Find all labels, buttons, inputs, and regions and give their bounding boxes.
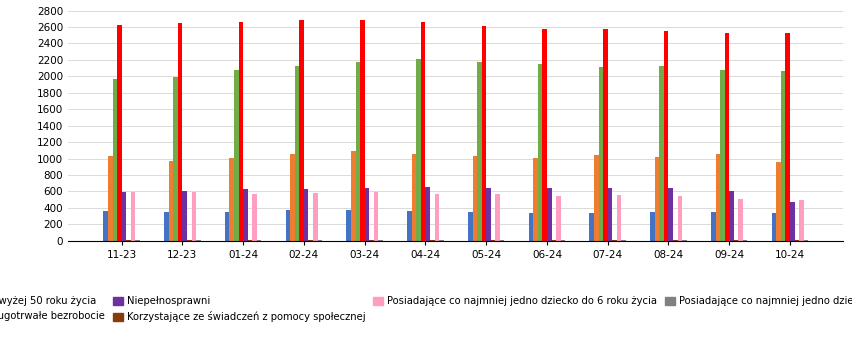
Bar: [495, 194, 500, 241]
Bar: [351, 151, 355, 241]
Bar: [365, 188, 369, 241]
Bar: [533, 158, 538, 241]
Bar: [285, 210, 291, 241]
Bar: [225, 212, 229, 241]
Bar: [256, 240, 262, 241]
Bar: [417, 59, 421, 241]
Bar: [196, 240, 200, 241]
Bar: [468, 212, 473, 241]
Bar: [790, 202, 795, 241]
Bar: [677, 196, 682, 241]
Bar: [481, 26, 486, 241]
Bar: [122, 192, 126, 241]
Bar: [425, 187, 430, 241]
Bar: [369, 240, 374, 241]
Bar: [229, 158, 234, 241]
Bar: [786, 33, 790, 241]
Bar: [192, 193, 196, 241]
Bar: [739, 199, 743, 241]
Bar: [477, 62, 481, 241]
Bar: [725, 33, 729, 241]
Bar: [473, 156, 477, 241]
Bar: [239, 22, 243, 241]
Bar: [435, 194, 439, 241]
Bar: [711, 212, 716, 241]
Bar: [669, 188, 673, 241]
Bar: [313, 193, 318, 241]
Bar: [374, 192, 378, 241]
Bar: [355, 62, 360, 241]
Bar: [164, 212, 169, 241]
Bar: [243, 189, 248, 241]
Bar: [347, 210, 351, 241]
Bar: [716, 154, 720, 241]
Bar: [543, 29, 547, 241]
Bar: [547, 188, 551, 241]
Bar: [291, 154, 295, 241]
Bar: [599, 67, 603, 241]
Bar: [299, 21, 304, 241]
Bar: [594, 154, 599, 241]
Bar: [421, 22, 425, 241]
Legend: Do 25 roku życia, Do 30 roku życia, Powyżej 50 roku życia, Długotrwałe bezroboci: Do 25 roku życia, Do 30 roku życia, Powy…: [0, 296, 852, 322]
Bar: [439, 240, 444, 241]
Bar: [659, 66, 664, 241]
Bar: [112, 79, 117, 241]
Bar: [318, 240, 322, 241]
Bar: [617, 195, 621, 241]
Bar: [173, 78, 178, 241]
Bar: [772, 213, 776, 241]
Bar: [613, 240, 617, 241]
Bar: [776, 161, 781, 241]
Bar: [500, 240, 504, 241]
Bar: [412, 154, 417, 241]
Bar: [603, 29, 607, 241]
Bar: [655, 156, 659, 241]
Bar: [729, 191, 734, 241]
Bar: [590, 213, 594, 241]
Bar: [781, 71, 786, 241]
Bar: [803, 240, 809, 241]
Bar: [169, 161, 173, 241]
Bar: [308, 240, 313, 241]
Bar: [529, 213, 533, 241]
Bar: [295, 66, 299, 241]
Bar: [103, 211, 108, 241]
Bar: [252, 194, 256, 241]
Bar: [664, 31, 669, 241]
Bar: [720, 70, 725, 241]
Bar: [556, 196, 561, 241]
Bar: [360, 20, 365, 241]
Bar: [182, 191, 187, 241]
Bar: [178, 23, 182, 241]
Bar: [130, 192, 135, 241]
Bar: [304, 189, 308, 241]
Bar: [538, 64, 543, 241]
Bar: [117, 24, 122, 241]
Bar: [486, 188, 491, 241]
Bar: [650, 212, 655, 241]
Bar: [378, 240, 383, 241]
Bar: [135, 240, 140, 241]
Bar: [430, 240, 435, 241]
Bar: [234, 70, 239, 241]
Bar: [799, 200, 803, 241]
Bar: [407, 211, 412, 241]
Bar: [607, 188, 613, 241]
Bar: [108, 156, 112, 241]
